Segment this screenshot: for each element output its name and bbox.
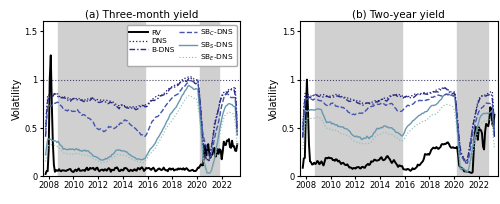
Legend: RV, DNS, B-DNS, SB$_C$-DNS, SB$_S$-DNS, SB$_E$-DNS: RV, DNS, B-DNS, SB$_C$-DNS, SB$_S$-DNS, … [126, 25, 236, 66]
Title: (b) Two-year yield: (b) Two-year yield [352, 10, 445, 20]
Bar [200, 21, 218, 176]
Y-axis label: Volatility: Volatility [12, 78, 22, 120]
Title: (a) Three-month yield: (a) Three-month yield [84, 10, 198, 20]
Bar [58, 21, 144, 176]
Y-axis label: Volatility: Volatility [269, 78, 279, 120]
Bar [458, 21, 488, 176]
Bar [315, 21, 402, 176]
